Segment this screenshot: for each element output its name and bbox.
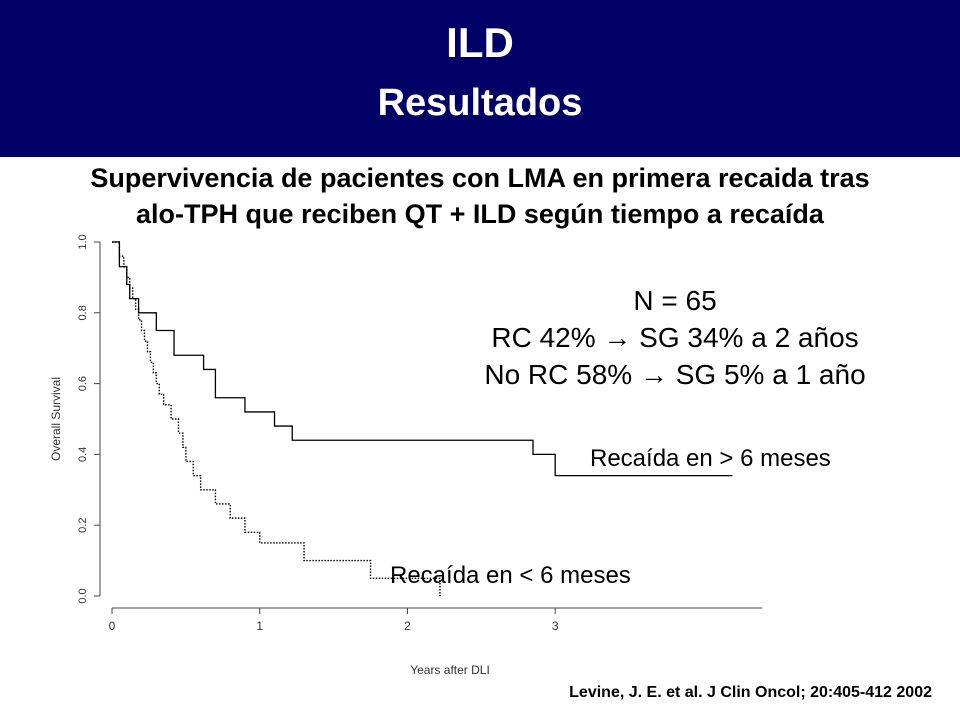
x-tick-label: 1 — [256, 619, 263, 633]
y-tick-label: 1.0 — [77, 234, 89, 249]
y-axis-label: Overall Survival — [49, 377, 63, 461]
x-tick-label: 0 — [109, 619, 116, 633]
slide-title: ILD — [446, 19, 514, 66]
x-tick-label: 3 — [552, 619, 559, 633]
series-label-under-6-months: Recaída en < 6 meses — [390, 562, 631, 589]
y-tick-label: 0.2 — [77, 518, 89, 533]
stat-rc: RC 42% → SG 34% a 2 años — [491, 322, 859, 353]
y-tick-label: 0.8 — [77, 305, 89, 320]
citation: Levine, J. E. et al. J Clin Oncol; 20:40… — [569, 684, 932, 701]
slide-subtitle: Resultados — [377, 82, 583, 124]
y-tick-label: 0.0 — [77, 588, 89, 603]
stat-no-rc: No RC 58% → SG 5% a 1 año — [484, 359, 866, 390]
chart-heading-line-1: Supervivencia de pacientes con LMA en pr… — [90, 163, 870, 193]
series-line-under-6-months — [112, 241, 441, 596]
x-tick-label: 2 — [404, 619, 411, 633]
chart-heading-line-2: alo-TPH que reciben QT + ILD según tiemp… — [136, 199, 824, 229]
y-tick-label: 0.4 — [77, 447, 89, 462]
title-banner — [0, 0, 960, 157]
stat-n: N = 65 — [633, 285, 717, 316]
chart-heading: Supervivencia de pacientes con LMA en pr… — [0, 160, 960, 232]
survival-chart: 0.0 0.2 0.4 0.6 0.8 1.0 0 1 2 3 Years after DLI Ove… — [49, 234, 762, 675]
y-tick-label: 0.6 — [77, 376, 89, 391]
series-label-over-6-months: Recaída en > 6 meses — [590, 445, 831, 472]
x-axis-label: Years after DLI — [410, 663, 490, 675]
